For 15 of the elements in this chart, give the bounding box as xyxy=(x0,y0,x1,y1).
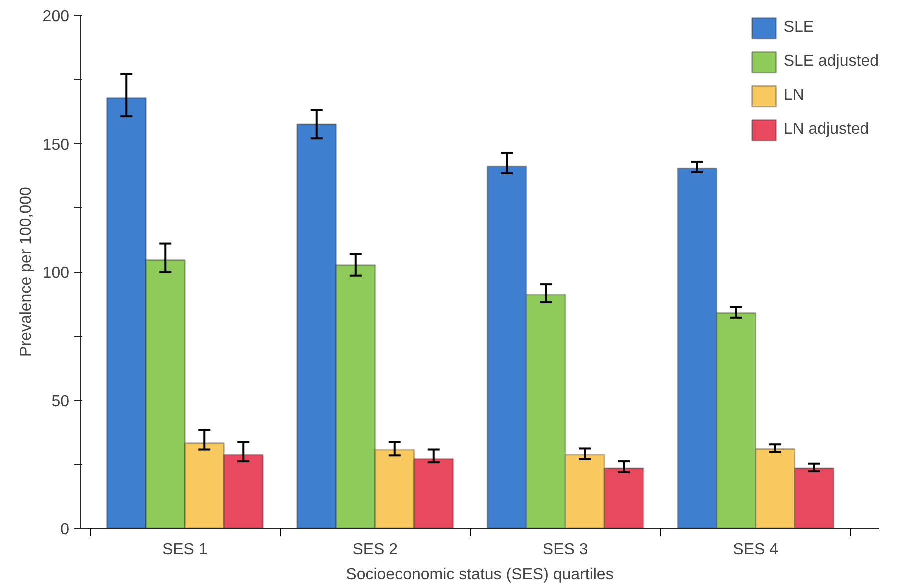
y-axis-title: Prevalence per 100,000 xyxy=(18,186,35,357)
y-tick-label: 200 xyxy=(42,8,70,26)
legend-label: SLE xyxy=(784,19,814,37)
x-tick-label: SES 1 xyxy=(162,542,208,558)
legend-label: LN xyxy=(784,87,804,105)
x-tick-label: SES 3 xyxy=(542,542,588,558)
y-tick-label: 0 xyxy=(60,522,70,538)
x-axis-title: Socioeconomic status (SES) quartiles xyxy=(346,566,614,584)
y-tick-label: 50 xyxy=(52,393,70,410)
x-tick-label: SES 4 xyxy=(733,542,779,558)
x-tick-label: SES 2 xyxy=(352,542,398,558)
legend-label: SLE adjusted xyxy=(784,53,879,71)
y-tick-label: 100 xyxy=(42,265,70,282)
y-tick-label: 150 xyxy=(42,136,70,154)
legend-label: LN adjusted xyxy=(784,121,870,139)
